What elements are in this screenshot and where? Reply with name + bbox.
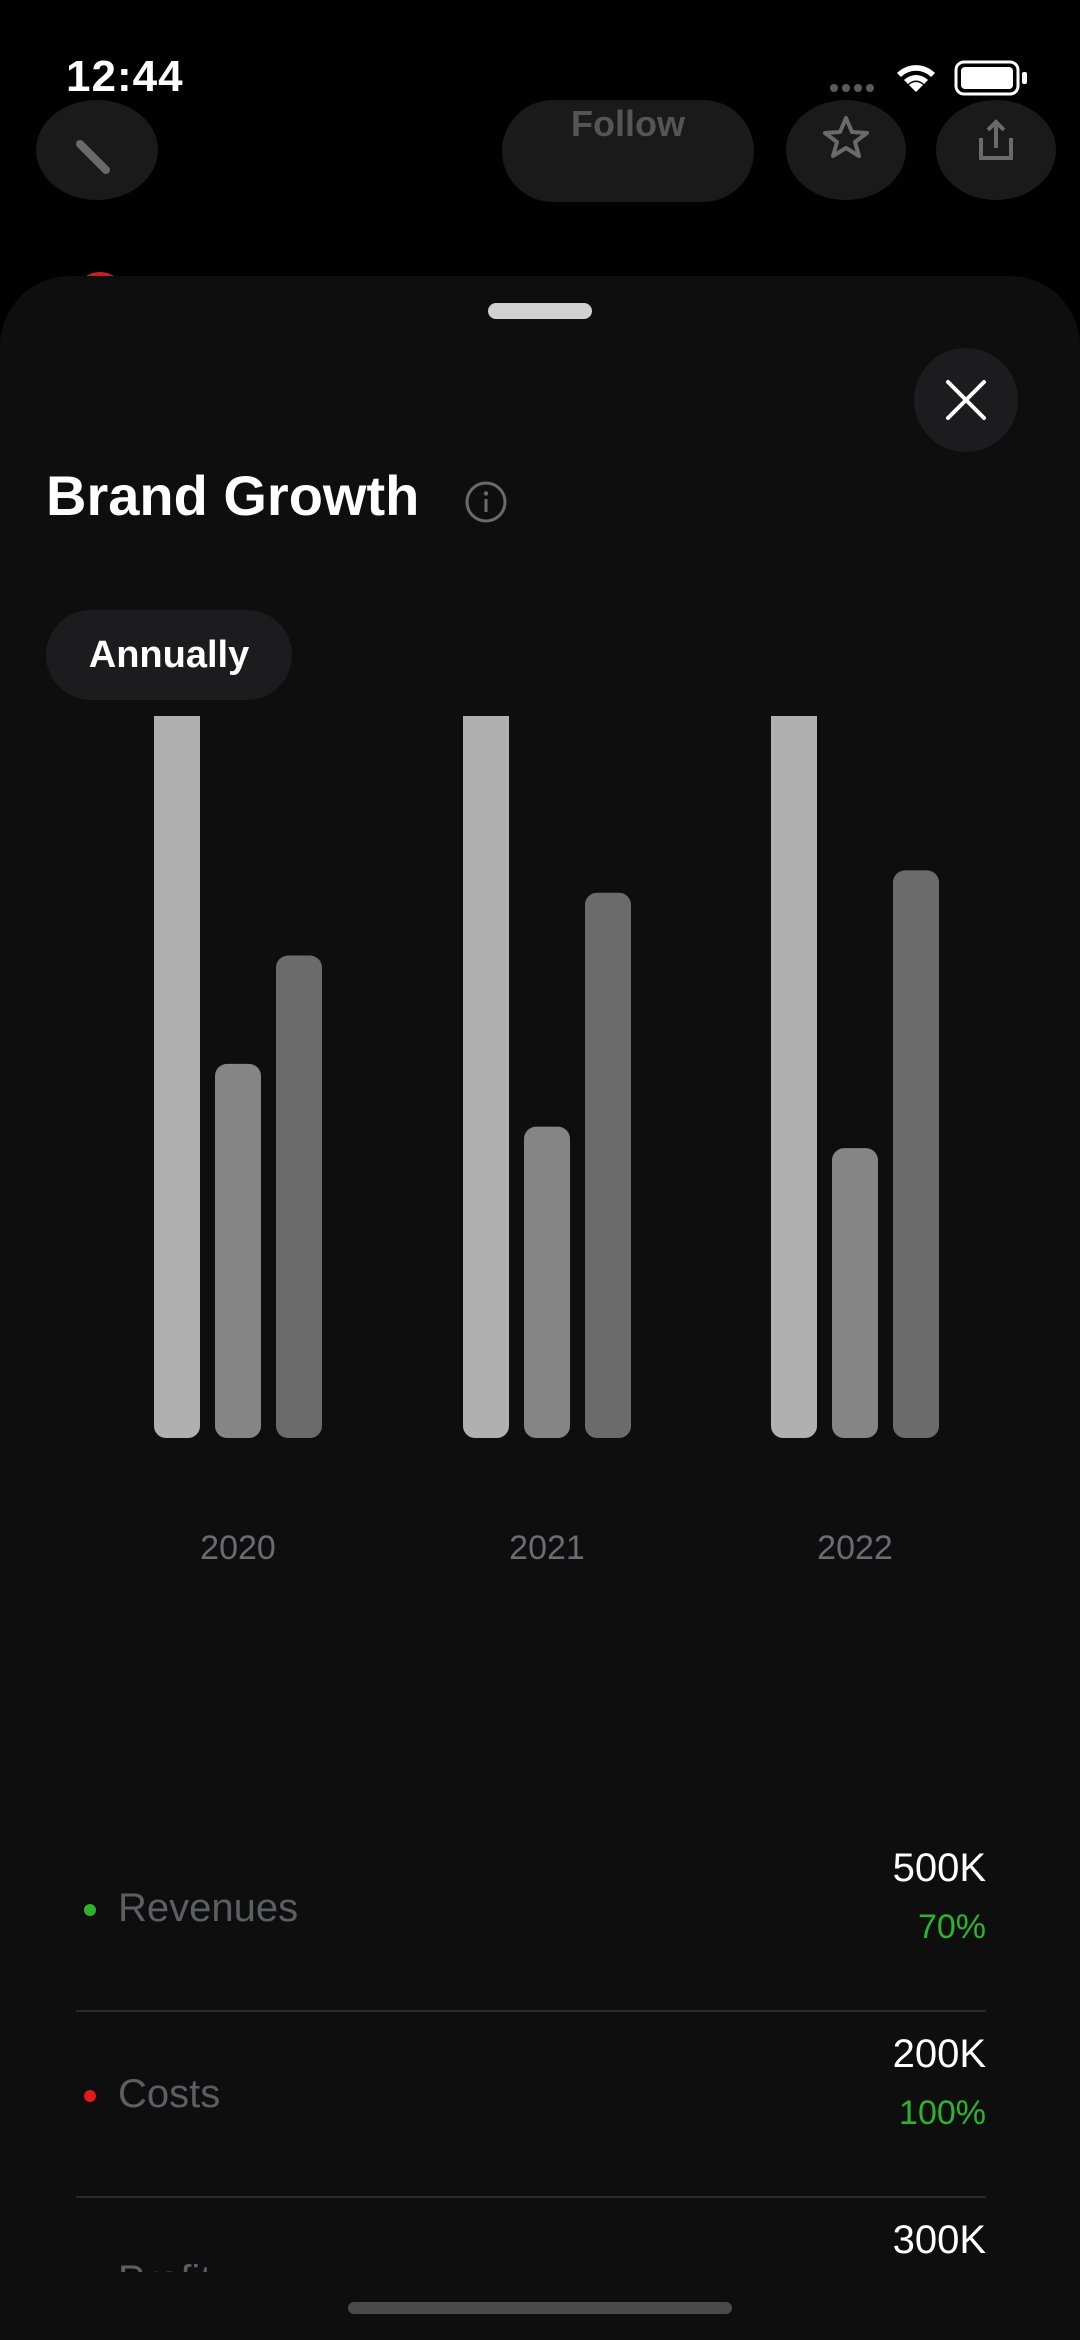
bar-costs-2022[interactable] [832,1148,878,1438]
period-label: Annually [88,634,250,676]
bar-profit-2020[interactable] [276,955,322,1438]
follow-button[interactable]: Follow [502,100,754,202]
bottom-sheet: Brand Growth Annually 2020 2021 2022 Reven… [0,276,1080,2340]
status-icons [830,60,1027,96]
bar-costs-2020[interactable] [215,1063,261,1438]
bar-revenues-2021[interactable] [463,716,509,1438]
metric-row-costs: Costs 200K 100% [76,2012,986,2198]
metric-value: 300K [892,2218,986,2262]
page-title: Brand Growth [46,464,420,527]
info-icon[interactable] [464,480,508,524]
close-button[interactable] [914,348,1018,452]
battery-icon [954,60,1027,96]
brand-growth-chart: 2020 2021 2022 [154,716,939,1567]
signal-icon [830,84,874,92]
star-icon [823,116,869,158]
bar-revenues-2022[interactable] [771,716,817,1438]
close-icon [946,380,986,420]
x-tick-label: 2021 [509,1529,585,1567]
sheet-grabber[interactable] [488,303,592,319]
metrics-list: Revenues 500K 70% Costs 200K 100% Profit… [76,1826,986,2340]
bar-profit-2022[interactable] [893,870,939,1438]
bar-profit-2021[interactable] [585,892,631,1438]
share-button[interactable] [936,100,1056,200]
wifi-icon [897,65,935,92]
back-button[interactable] [36,100,158,200]
metric-change: 100% [899,2094,986,2132]
home-indicator [348,2302,732,2314]
x-tick-label: 2020 [200,1529,276,1567]
period-selector[interactable]: Annually [46,610,292,700]
metric-value: 200K [892,2032,986,2076]
share-icon [979,119,1013,160]
back-arrow-icon [76,140,110,174]
metric-label: Costs [118,2072,221,2116]
metric-value: 500K [892,1846,986,1890]
revenues-dot [84,1904,96,1916]
favorite-button[interactable] [786,100,906,200]
metric-label: Revenues [118,1886,299,1930]
bar-costs-2021[interactable] [524,1126,570,1438]
costs-dot [84,2090,96,2102]
status-bar: 12:44 [0,0,1080,140]
bar-revenues-2020[interactable] [154,716,200,1438]
metric-row-revenues: Revenues 500K 70% [76,1826,986,2012]
x-tick-label: 2022 [817,1529,893,1567]
follow-label: Follow [571,103,685,144]
metric-change: 70% [917,1908,986,1946]
status-time: 12:44 [66,52,184,101]
